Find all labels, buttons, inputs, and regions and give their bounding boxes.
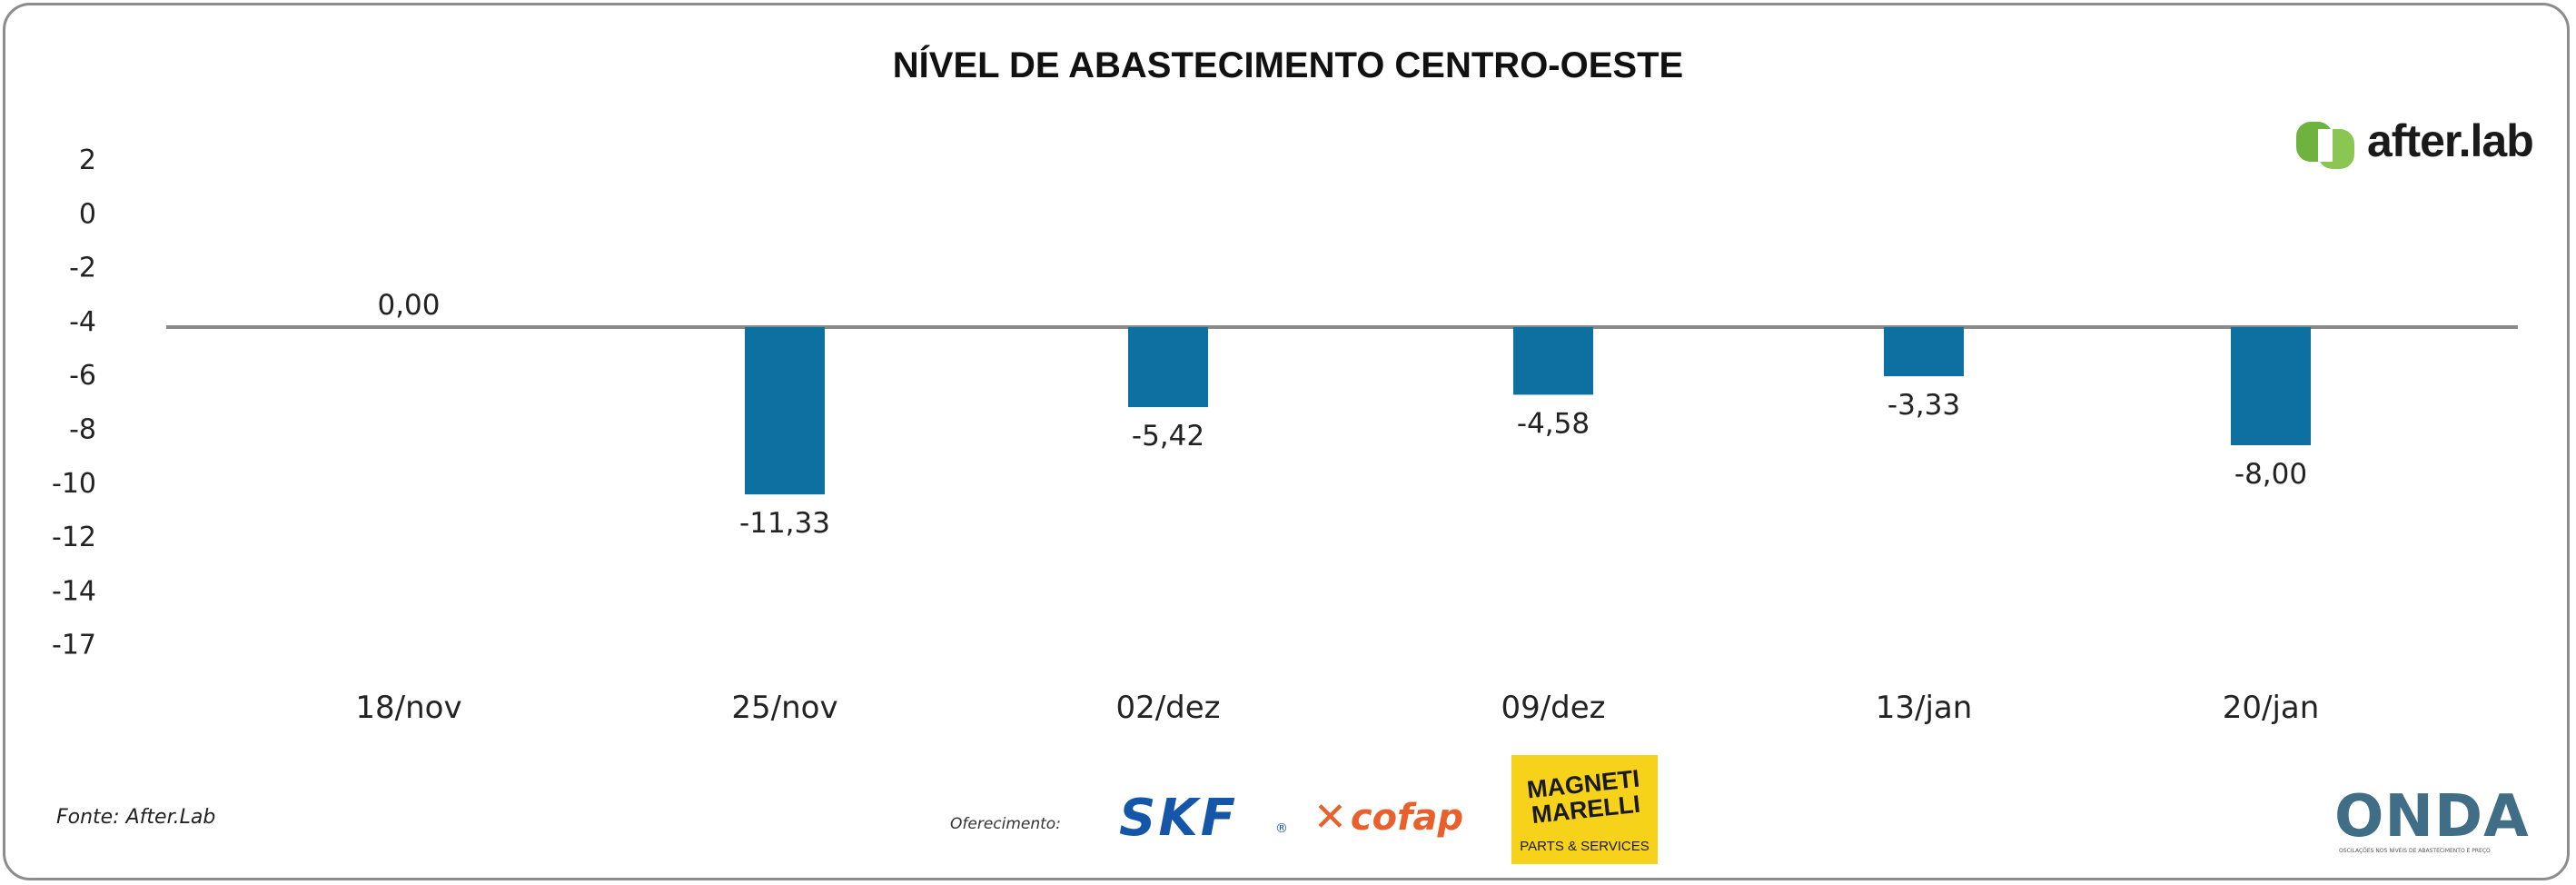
bar-20/jan <box>2231 327 2311 445</box>
x-category-label: 18/nov <box>355 690 461 726</box>
cofap-text: cofap <box>1350 796 1464 839</box>
sponsor-label: Oferecimento: <box>950 815 1061 833</box>
y-tick-label: -14 <box>52 575 96 607</box>
magneti-marelli-subtitle: PARTS & SERVICES <box>1520 839 1650 854</box>
afterlab-brand: after.lab <box>2367 115 2534 166</box>
data-label: 0,00 <box>377 289 440 322</box>
chart-card <box>3 3 2570 880</box>
onda-tagline: OSCILAÇÕES NOS NÍVEIS DE ABASTECIMENTO E… <box>2339 848 2491 854</box>
y-tick-label: -2 <box>69 253 96 284</box>
cofap-logo: ✕ cofap <box>1313 794 1463 840</box>
data-label: -8,00 <box>2234 458 2307 491</box>
onda-logo: ONDA <box>2334 783 2530 850</box>
bar-13/jan <box>1884 327 1964 377</box>
y-tick-label: -4 <box>69 306 96 338</box>
data-label: -4,58 <box>1517 407 1590 440</box>
x-category-label: 20/jan <box>2223 690 2320 726</box>
x-category-label: 13/jan <box>1876 690 1973 726</box>
bar-02/dez <box>1128 327 1208 408</box>
cofap-x-icon: ✕ <box>1313 794 1347 840</box>
bar-09/dez <box>1513 327 1593 395</box>
bar-25/nov <box>745 327 825 495</box>
x-category-label: 25/nov <box>731 690 837 726</box>
afterlab-logo-icon <box>2296 122 2354 169</box>
skf-logo: SKF <box>1119 789 1238 848</box>
y-tick-label: -6 <box>69 360 96 392</box>
x-category-label: 02/dez <box>1115 690 1220 726</box>
data-label: -3,33 <box>1887 389 1960 422</box>
data-label: -11,33 <box>739 507 830 540</box>
y-tick-label: -17 <box>52 630 96 661</box>
bar-chart: 2 0 -2 -4 -6 -8 -10 -12 -14 -17 0,00 18/nov -11,33 25… <box>52 144 2518 726</box>
chart-title: NÍVEL DE ABASTECIMENTO CENTRO-OESTE <box>892 45 1684 85</box>
source-note: Fonte: After.Lab <box>56 806 216 829</box>
magneti-marelli-name: MAGNETI MARELLI <box>1525 764 1642 830</box>
y-tick-label: -10 <box>52 468 96 500</box>
magneti-marelli-logo: MAGNETI MARELLI PARTS & SERVICES <box>1511 755 1658 864</box>
skf-registered-mark: ® <box>1275 821 1288 836</box>
x-category-label: 09/dez <box>1501 690 1605 726</box>
y-tick-label: -8 <box>69 414 96 446</box>
data-label: -5,42 <box>1132 420 1204 452</box>
y-tick-label: 0 <box>79 198 96 230</box>
y-tick-label: -12 <box>52 522 96 553</box>
y-tick-label: 2 <box>79 144 96 176</box>
